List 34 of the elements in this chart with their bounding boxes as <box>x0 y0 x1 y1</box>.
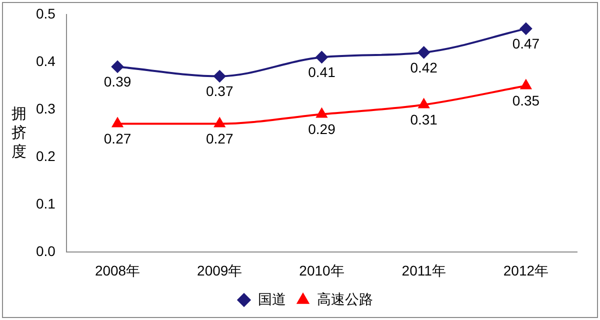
y-tick-label: 0.2 <box>36 148 56 164</box>
data-label: 0.37 <box>206 83 234 100</box>
data-label: 0.47 <box>512 36 540 52</box>
x-tick-label: 2011年 <box>402 262 446 278</box>
data-label: 0.42 <box>410 59 438 76</box>
data-label: 0.27 <box>206 130 234 147</box>
legend-label: 国道 <box>258 290 286 307</box>
x-tick-label: 2010年 <box>299 262 344 278</box>
x-tick-label: 2009年 <box>197 262 242 278</box>
data-label: 0.39 <box>104 74 132 90</box>
point <box>520 22 532 35</box>
y-tick-label: 0.1 <box>36 196 56 212</box>
y-tick-label: 0.3 <box>36 100 56 116</box>
point <box>112 60 124 73</box>
point <box>520 80 532 90</box>
y-tick-label: 0.4 <box>36 52 56 69</box>
y-tick-label: 0.5 <box>36 5 56 22</box>
y-axis-title: 拥挤度 <box>12 105 26 160</box>
data-label: 0.31 <box>410 112 438 128</box>
x-tick-label: 2008年 <box>94 262 140 278</box>
point <box>418 46 430 58</box>
legend-label: 高速公路 <box>317 290 373 307</box>
point <box>316 51 328 64</box>
data-label: 0.35 <box>512 92 540 109</box>
data-label: 0.27 <box>104 130 132 147</box>
data-label: 0.29 <box>308 121 336 138</box>
point <box>214 118 225 128</box>
x-tick-label: 2012年 <box>503 262 549 278</box>
point <box>418 98 430 108</box>
data-label: 0.41 <box>308 64 336 80</box>
point <box>112 118 123 128</box>
point <box>214 70 226 82</box>
point <box>316 108 328 118</box>
y-tick-label: 0.0 <box>36 243 56 260</box>
